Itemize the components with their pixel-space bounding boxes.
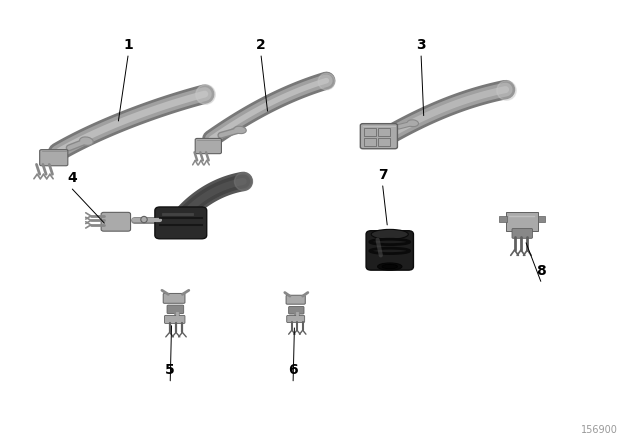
FancyBboxPatch shape — [512, 228, 532, 238]
Bar — [499, 216, 507, 222]
Text: 5: 5 — [165, 363, 175, 377]
Text: 8: 8 — [536, 264, 546, 278]
Text: 2: 2 — [256, 39, 266, 52]
FancyBboxPatch shape — [287, 315, 305, 323]
Ellipse shape — [234, 126, 246, 134]
FancyBboxPatch shape — [155, 207, 207, 239]
Text: 1: 1 — [123, 39, 133, 52]
Bar — [378, 128, 390, 136]
FancyBboxPatch shape — [506, 212, 538, 231]
Text: 3: 3 — [416, 39, 426, 52]
FancyBboxPatch shape — [289, 306, 304, 314]
FancyBboxPatch shape — [101, 212, 131, 231]
Bar — [364, 138, 376, 146]
FancyBboxPatch shape — [360, 124, 397, 149]
FancyBboxPatch shape — [164, 315, 185, 323]
Ellipse shape — [378, 263, 402, 270]
Text: 7: 7 — [378, 168, 388, 182]
Ellipse shape — [382, 264, 397, 269]
Bar — [538, 216, 545, 222]
FancyBboxPatch shape — [167, 305, 184, 314]
Bar — [378, 138, 390, 146]
Text: 4: 4 — [67, 172, 77, 185]
Ellipse shape — [371, 229, 408, 239]
Text: 156900: 156900 — [580, 425, 618, 435]
FancyBboxPatch shape — [366, 231, 413, 270]
FancyBboxPatch shape — [286, 295, 305, 304]
FancyBboxPatch shape — [40, 150, 68, 166]
Ellipse shape — [141, 216, 147, 223]
FancyBboxPatch shape — [163, 293, 185, 303]
Ellipse shape — [407, 120, 419, 127]
Ellipse shape — [79, 137, 93, 145]
FancyBboxPatch shape — [195, 138, 221, 154]
Text: 6: 6 — [288, 363, 298, 377]
Bar — [364, 128, 376, 136]
